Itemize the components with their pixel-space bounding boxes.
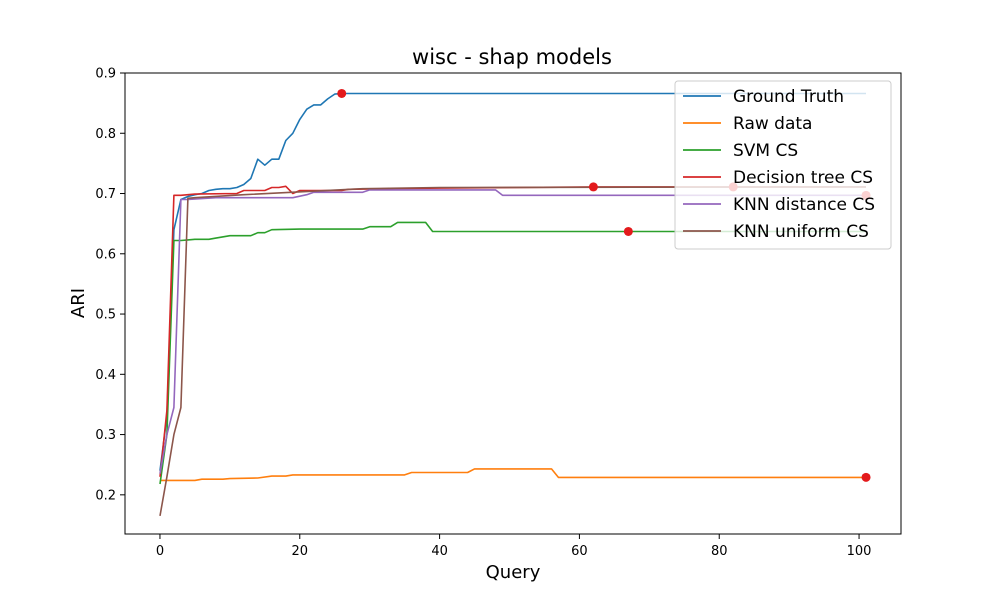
series-marker-1 bbox=[861, 472, 871, 482]
chart-title: wisc - shap models bbox=[412, 45, 612, 69]
y-tick-label: 0.6 bbox=[95, 247, 116, 262]
y-tick-label: 0.5 bbox=[95, 308, 116, 323]
y-tick-label: 0.2 bbox=[95, 488, 116, 503]
plot-frame bbox=[124, 72, 902, 535]
legend-label-3: Decision tree CS bbox=[733, 168, 873, 188]
series-marker-2 bbox=[623, 226, 633, 236]
series-marker-0 bbox=[337, 88, 347, 98]
series-line-4 bbox=[159, 189, 866, 474]
series-line-1 bbox=[160, 468, 866, 482]
legend-label-0: Ground Truth bbox=[733, 87, 844, 107]
y-tick-label: 0.9 bbox=[95, 67, 116, 82]
plot-area bbox=[159, 88, 871, 517]
legend-label-2: SVM CS bbox=[733, 141, 798, 161]
legend-box bbox=[674, 80, 892, 250]
y-tick-label: 0.8 bbox=[95, 127, 116, 142]
series-line-2 bbox=[159, 221, 866, 485]
legend-label-5: KNN uniform CS bbox=[733, 222, 869, 242]
x-tick-label: 60 bbox=[571, 544, 588, 559]
legend-label-4: KNN distance CS bbox=[733, 195, 875, 215]
y-tick-label: 0.7 bbox=[95, 187, 116, 202]
x-tick-label: 80 bbox=[711, 544, 728, 559]
series-marker-3 bbox=[588, 182, 598, 192]
x-tick-label: 40 bbox=[431, 544, 448, 559]
legend: Ground Truth Raw data SVM CS Decision tree … bbox=[674, 80, 892, 250]
x-tick-label: 20 bbox=[292, 544, 309, 559]
x-tick-label: 100 bbox=[847, 544, 872, 559]
y-axis-label: ARI bbox=[68, 288, 89, 318]
y-tick-label: 0.3 bbox=[95, 428, 116, 443]
x-axis-label: Query bbox=[486, 562, 541, 583]
y-tick-label: 0.4 bbox=[95, 368, 116, 383]
series-line-5 bbox=[159, 186, 867, 517]
x-tick-label: 0 bbox=[156, 544, 164, 559]
legend-label-1: Raw data bbox=[733, 114, 812, 134]
